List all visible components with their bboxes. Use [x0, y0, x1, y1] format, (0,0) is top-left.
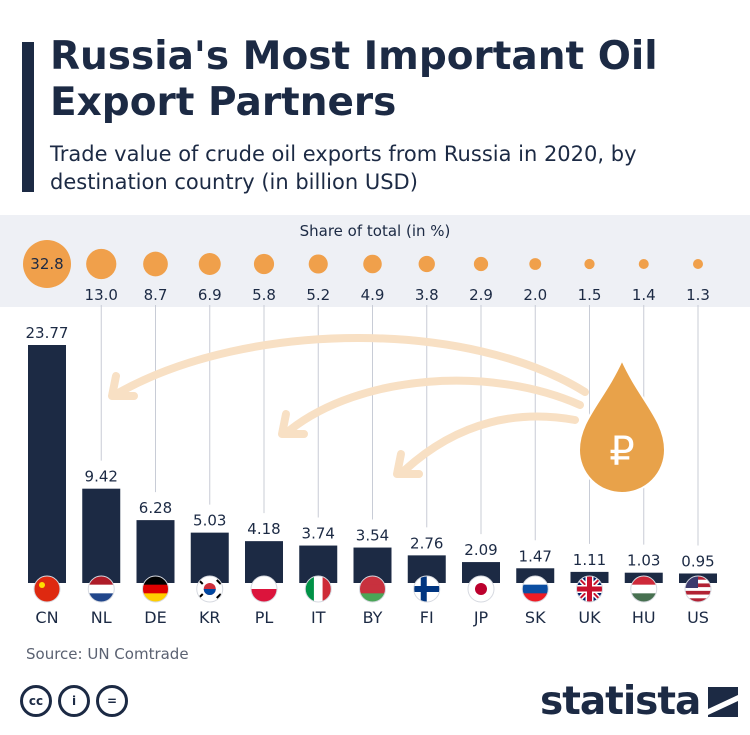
- category-label: BY: [363, 608, 383, 627]
- value-label: 3.74: [302, 525, 335, 543]
- page-subtitle: Trade value of crude oil exports from Ru…: [50, 142, 637, 194]
- bar: [136, 520, 175, 583]
- ruble-oil-drop-icon: [577, 357, 667, 494]
- italy-flag-icon: [304, 575, 332, 603]
- poland-flag-icon: [250, 575, 278, 603]
- export-arrow-head: [393, 450, 423, 478]
- hungary-flag-icon: [630, 575, 658, 603]
- netherlands-flag-icon: [87, 575, 115, 603]
- share-bubble: [473, 256, 489, 272]
- share-bubble: [529, 258, 542, 270]
- share-bubble: [143, 251, 168, 277]
- attribution-icon[interactable]: i: [58, 685, 90, 717]
- share-bubble: [253, 253, 275, 275]
- export-arrow: [286, 376, 584, 434]
- statista-wordmark: statista: [540, 679, 701, 724]
- value-label: 2.76: [410, 534, 443, 552]
- share-label: 2.9: [469, 286, 493, 304]
- title-accent-bar: [22, 42, 34, 192]
- value-label: 1.03: [627, 552, 660, 570]
- share-bubble: [584, 258, 595, 270]
- value-label: 9.42: [85, 468, 118, 486]
- china-flag-icon: [33, 575, 61, 603]
- category-label: IT: [311, 608, 326, 627]
- uk-flag-icon: [576, 575, 603, 603]
- share-bubble: [363, 254, 382, 274]
- value-label: 0.95: [681, 552, 714, 570]
- finland-flag-icon: [413, 575, 441, 603]
- value-label: 5.03: [193, 512, 226, 530]
- category-label: PL: [255, 608, 274, 627]
- share-label: 13.0: [85, 286, 118, 304]
- ruble-symbol: ₽: [609, 429, 634, 475]
- germany-flag-icon: [142, 575, 169, 603]
- category-label: NL: [91, 608, 112, 627]
- share-label: 5.2: [306, 286, 330, 304]
- share-label: 1.3: [686, 286, 710, 304]
- value-label: 1.47: [519, 547, 552, 565]
- share-bubble: [86, 248, 117, 280]
- no-derivatives-icon[interactable]: =: [96, 685, 128, 717]
- bar: [462, 562, 500, 583]
- share-label: 2.0: [523, 286, 547, 304]
- share-bubble: [198, 252, 221, 276]
- share-bubble: [23, 240, 71, 288]
- japan-flag-icon: [467, 575, 495, 603]
- license-icons: cc i =: [20, 685, 128, 717]
- share-label: 1.5: [578, 286, 602, 304]
- share-label: 6.9: [198, 286, 222, 304]
- bar: [28, 345, 66, 583]
- export-arrow: [116, 334, 589, 396]
- south-korea-flag-icon: [196, 575, 224, 603]
- value-label: 1.11: [573, 551, 606, 569]
- share-bubble: [638, 259, 649, 269]
- bar: [82, 488, 121, 583]
- category-label: UK: [578, 608, 601, 627]
- share-bubble: [693, 259, 703, 269]
- creative-commons-icon[interactable]: cc: [20, 685, 52, 717]
- share-label: 4.9: [361, 286, 385, 304]
- share-label: 1.4: [632, 286, 656, 304]
- export-arrow: [401, 412, 579, 474]
- category-label: HU: [632, 608, 656, 627]
- category-label: DE: [144, 608, 166, 627]
- category-label: FI: [420, 608, 434, 627]
- belarus-flag-icon: [359, 575, 386, 603]
- usa-flag-icon: [684, 575, 712, 603]
- share-bubble: [418, 255, 435, 273]
- share-bubble: [308, 254, 328, 274]
- category-label: KR: [199, 608, 221, 627]
- share-caption: Share of total (in %): [299, 222, 451, 240]
- page-title: Russia's Most Important Oil Export Partn…: [50, 34, 658, 125]
- bar: [190, 532, 229, 583]
- category-label: JP: [473, 608, 489, 627]
- category-label: SK: [525, 608, 546, 627]
- export-arrow-head: [278, 410, 308, 438]
- export-arrow-head: [108, 372, 138, 400]
- statista-logo-icon: [708, 687, 739, 717]
- bar-chart: 32.8 13.0 8.7 6.9 5.8 5.2 4.9 3.8 2.9 2.0 1.5 1.4 1.…: [23, 240, 717, 627]
- category-label: CN: [35, 608, 58, 627]
- value-label: 6.28: [139, 499, 172, 517]
- slovakia-flag-icon: [521, 575, 549, 603]
- share-label: 32.8: [30, 255, 63, 273]
- value-label: 4.18: [247, 520, 280, 538]
- value-label: 2.09: [464, 541, 497, 559]
- statista-logo[interactable]: statista: [540, 679, 739, 724]
- value-label: 23.77: [26, 324, 69, 342]
- share-label: 8.7: [144, 286, 168, 304]
- share-label: 3.8: [415, 286, 439, 304]
- category-label: US: [687, 608, 709, 627]
- value-label: 3.54: [356, 527, 389, 545]
- share-label: 5.8: [252, 286, 276, 304]
- source-note: Source: UN Comtrade: [26, 645, 189, 663]
